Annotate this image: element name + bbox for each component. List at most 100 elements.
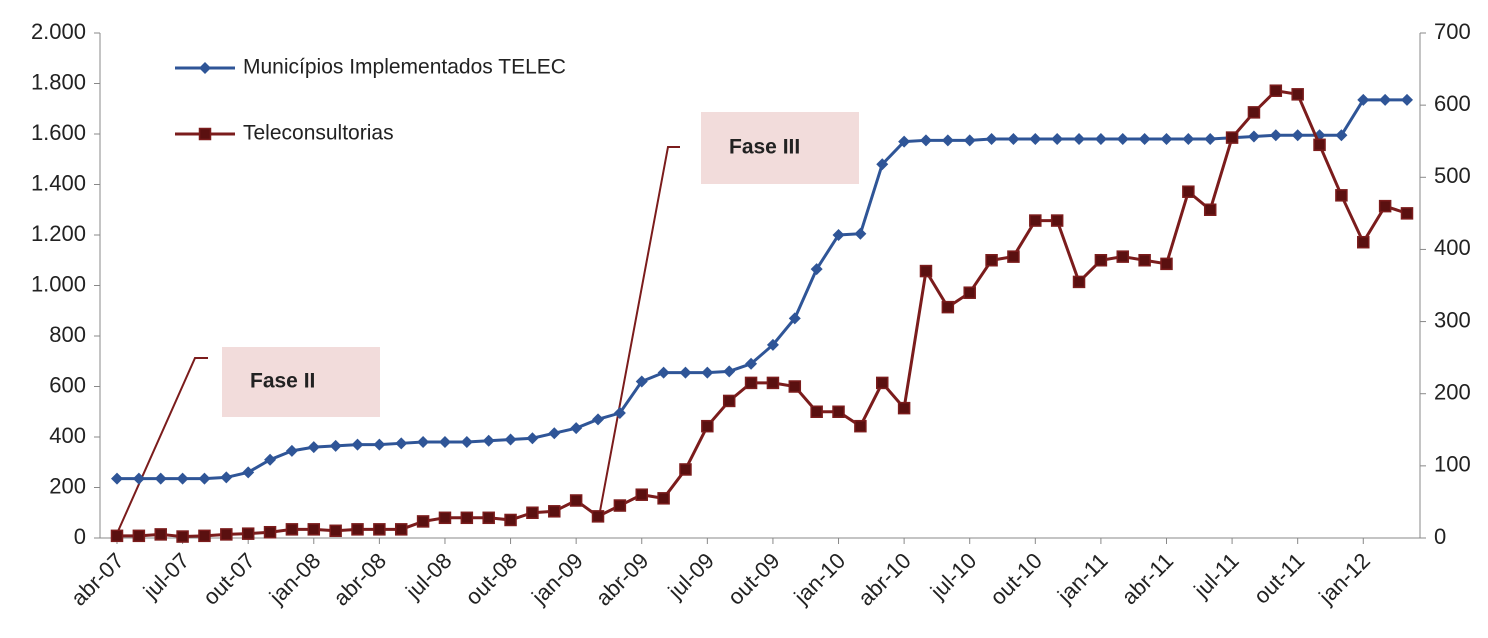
point — [810, 405, 823, 418]
point — [941, 300, 955, 314]
y2-tick-label: 400 — [1434, 235, 1471, 260]
point — [810, 263, 823, 276]
point — [351, 523, 364, 536]
point — [898, 135, 911, 148]
point — [176, 472, 189, 485]
point — [460, 511, 474, 525]
point — [154, 472, 167, 485]
x-tick-label: jul-08 — [400, 548, 456, 604]
point — [919, 264, 933, 278]
x-tick-label: out-11 — [1249, 548, 1310, 609]
x-tick-label: abr-07 — [66, 548, 129, 611]
point — [417, 436, 430, 449]
point — [985, 254, 998, 267]
legend-label: Municípios Implementados TELEC — [243, 56, 566, 79]
point — [438, 511, 452, 525]
point — [198, 529, 211, 543]
point — [1291, 129, 1304, 142]
x-tick-label: abr-10 — [853, 548, 916, 611]
annotation-line — [114, 357, 208, 539]
point — [460, 436, 473, 449]
point — [548, 427, 561, 440]
point — [1357, 235, 1370, 249]
point — [854, 419, 867, 433]
point — [373, 523, 386, 536]
x-tick-label: abr-09 — [591, 548, 654, 611]
point — [1291, 88, 1304, 101]
point — [1160, 257, 1173, 271]
point — [1247, 106, 1261, 119]
y-tick-label: 1.800 — [31, 69, 86, 94]
y2-tick-label: 100 — [1434, 452, 1471, 477]
point — [220, 471, 233, 484]
point — [504, 433, 517, 446]
point — [569, 494, 583, 507]
point — [548, 505, 561, 518]
point — [1400, 207, 1414, 220]
point — [1182, 133, 1195, 146]
point — [264, 453, 277, 466]
point — [1269, 129, 1282, 142]
point — [438, 436, 451, 449]
x-tick-label: abr-08 — [328, 548, 391, 611]
point — [1335, 189, 1348, 202]
annotation-box — [701, 112, 859, 184]
point — [416, 515, 430, 528]
point — [307, 441, 320, 454]
point — [1379, 93, 1392, 106]
point — [373, 438, 386, 451]
x-tick-label: jul-10 — [925, 548, 981, 604]
y2-tick-label: 0 — [1434, 524, 1446, 549]
point — [745, 357, 758, 370]
point — [1225, 131, 1239, 144]
point — [1007, 250, 1020, 263]
y2-tick-label: 200 — [1434, 380, 1471, 405]
x-tick-label: out-07 — [198, 548, 260, 610]
point — [1182, 185, 1195, 198]
point — [285, 523, 299, 536]
legend-marker — [199, 62, 211, 74]
annotation-text: Fase III — [729, 136, 800, 159]
y-tick-label: 2.000 — [31, 19, 86, 44]
point — [198, 472, 211, 485]
point — [220, 528, 233, 541]
point — [679, 463, 692, 476]
point — [329, 439, 342, 452]
point — [1138, 254, 1151, 267]
point — [1401, 93, 1413, 106]
point — [504, 513, 517, 527]
point — [635, 375, 648, 388]
point — [526, 506, 539, 519]
point — [394, 523, 408, 536]
point — [329, 524, 342, 538]
y-tick-label: 1.200 — [31, 221, 86, 246]
point — [307, 523, 321, 536]
point — [1072, 275, 1086, 289]
point — [570, 422, 583, 435]
point — [701, 366, 714, 379]
point — [1029, 214, 1042, 227]
point — [110, 529, 124, 543]
point — [1204, 133, 1217, 146]
x-tick-label: jan-10 — [789, 548, 851, 610]
point — [701, 419, 714, 433]
annotation-text: Fase II — [250, 370, 315, 393]
legend-marker — [198, 127, 212, 141]
point — [722, 394, 736, 408]
x-tick-label: out-10 — [985, 548, 1047, 610]
point — [963, 286, 976, 299]
point — [919, 134, 932, 147]
annotation-box — [222, 347, 380, 417]
y-tick-label: 1.000 — [31, 271, 86, 296]
point — [1007, 133, 1020, 146]
point — [132, 529, 146, 543]
y-tick-label: 1.400 — [31, 170, 86, 195]
point — [482, 434, 495, 447]
point — [176, 530, 189, 543]
point — [242, 466, 255, 479]
x-tick-label: jan-09 — [526, 548, 588, 610]
point — [657, 366, 670, 379]
point — [1138, 133, 1151, 146]
legend-label: Teleconsultorias — [243, 122, 394, 145]
point — [832, 229, 845, 241]
